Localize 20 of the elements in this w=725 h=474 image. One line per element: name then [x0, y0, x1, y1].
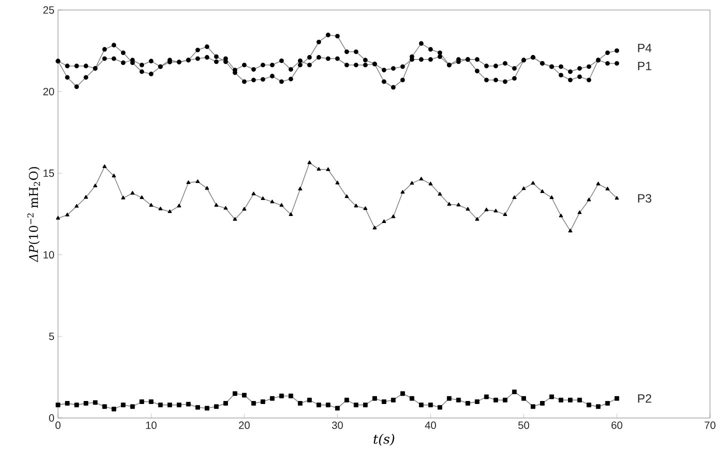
x-tick-label: 10: [146, 422, 157, 429]
x-tick-label: 50: [518, 422, 530, 429]
series-label: P3: [638, 194, 652, 203]
x-tick-label: 30: [332, 422, 343, 429]
x-tick-label: 40: [424, 422, 436, 429]
x-tick-label: 60: [612, 422, 622, 429]
y-tick-label: 0: [49, 414, 54, 422]
x-tick-label: 20: [238, 422, 250, 429]
y-tick-label: 15: [44, 170, 54, 177]
x-tick-label: 0: [55, 422, 60, 429]
series-label: P2: [638, 394, 652, 403]
y-axis-title: ΔP(10$^{−2}$ mH$_{2}$O): [27, 167, 40, 262]
y-tick-label: 20: [43, 88, 54, 96]
y-tick-label: 5: [49, 332, 54, 340]
x-tick-label: 70: [704, 422, 716, 429]
y-tick-label: 10: [44, 251, 54, 259]
x-axis-title: t(s): [374, 434, 394, 446]
series-label: P1: [638, 62, 652, 70]
series-label: P4: [638, 44, 652, 52]
y-tick-label: 25: [43, 6, 54, 14]
